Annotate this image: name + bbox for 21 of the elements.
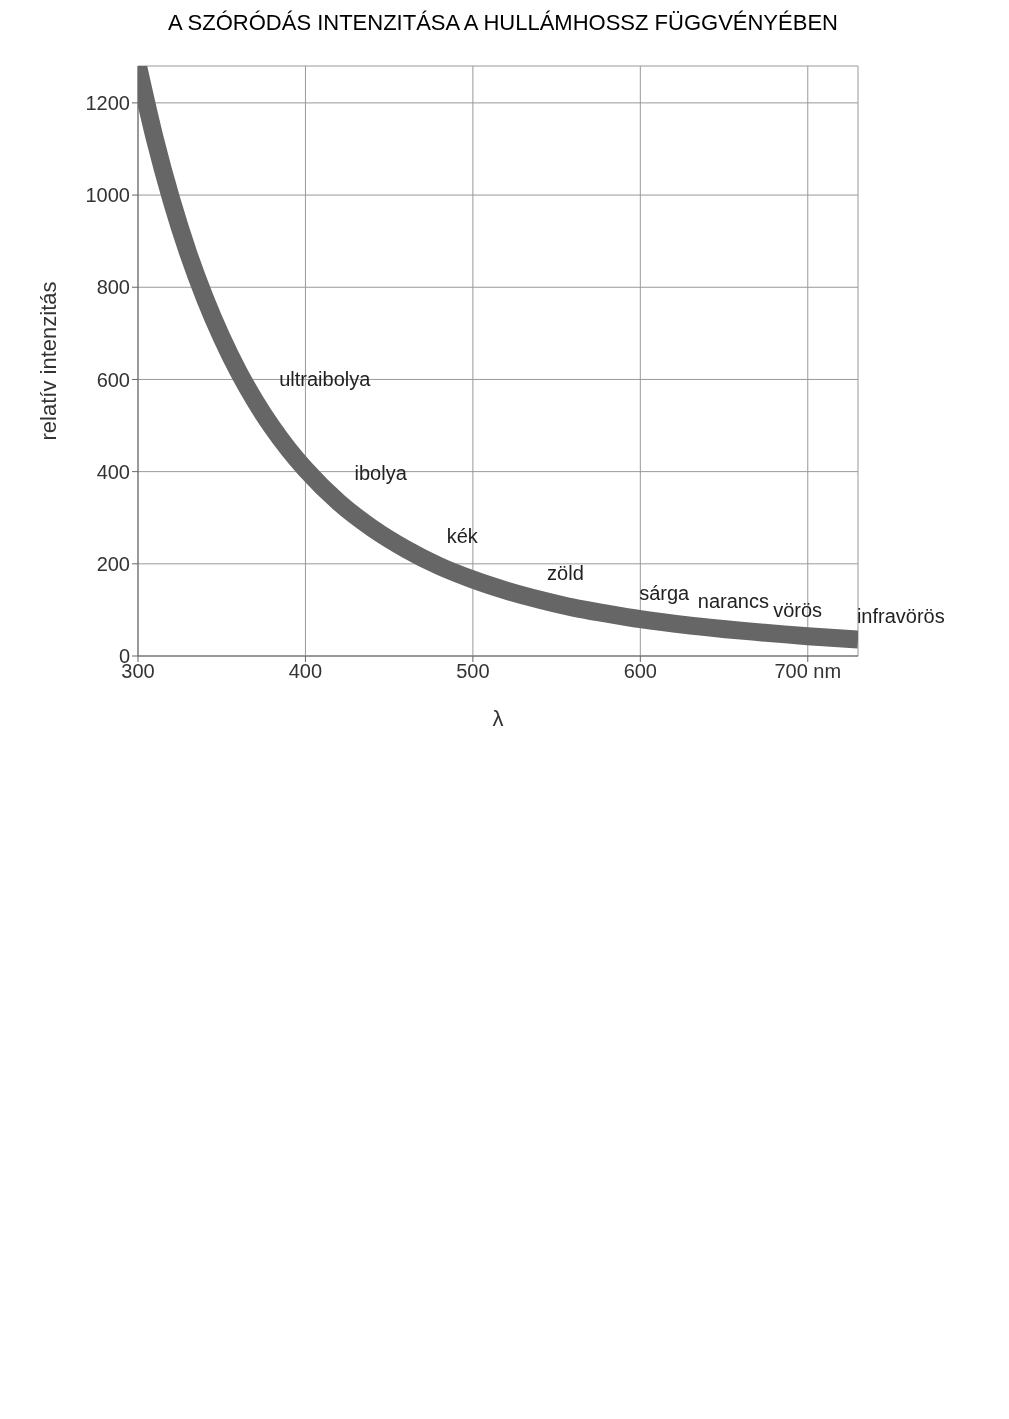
y-tick-label: 1000 <box>85 184 130 207</box>
annotation: ibolya <box>354 461 408 484</box>
y-tick-label: 1200 <box>85 91 130 114</box>
y-tick-label: 600 <box>96 368 130 391</box>
annotation: infravörös <box>856 604 945 627</box>
y-tick-label: 200 <box>96 552 130 575</box>
x-tick-label: 600 <box>623 660 658 683</box>
y-axis-title: relatív intenzitás <box>35 281 61 441</box>
y-tick-label: 400 <box>96 460 130 483</box>
x-tick-label: 700 nm <box>774 660 842 683</box>
y-tick-label: 800 <box>96 276 130 299</box>
x-axis-title: λ <box>492 706 504 731</box>
annotation: zöld <box>547 562 584 585</box>
x-tick-label: 500 <box>456 660 490 683</box>
chart-title: A SZÓRÓDÁS INTENZITÁSA A HULLÁMHOSSZ FÜGGVÉNYÉBEN <box>167 10 839 36</box>
annotation: ultraibolya <box>279 368 372 391</box>
annotation: narancs <box>697 590 769 613</box>
annotation: vörös <box>773 598 823 621</box>
annotation: sárga <box>639 581 691 604</box>
annotation: kék <box>446 524 479 547</box>
x-tick-label: 400 <box>288 660 323 683</box>
